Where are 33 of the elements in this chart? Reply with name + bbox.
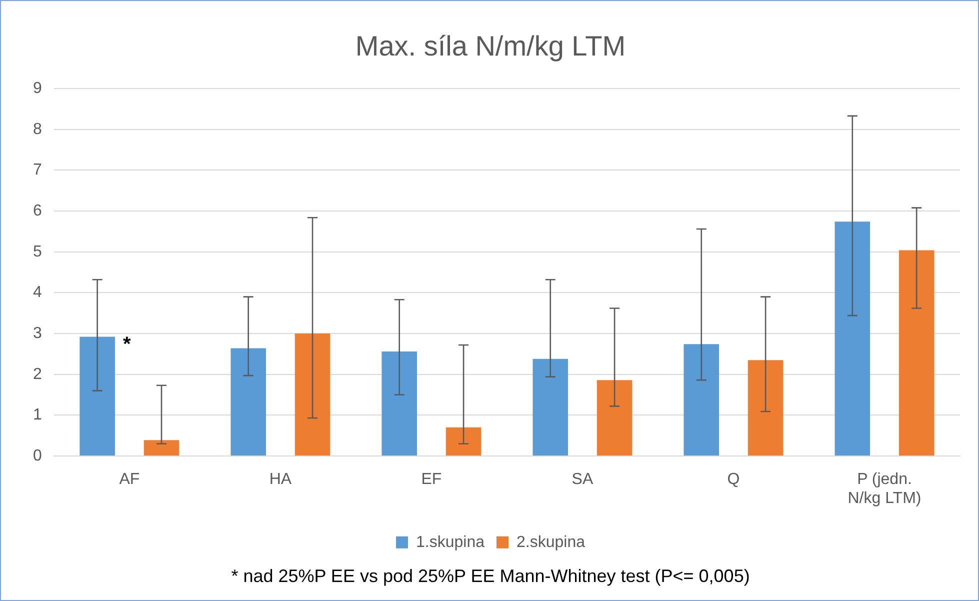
y-tick-label: 8 <box>32 120 42 138</box>
bar <box>144 440 180 456</box>
x-tick-label: HA <box>269 471 292 488</box>
bar <box>898 250 934 456</box>
legend-label: 2.skupina <box>516 534 586 551</box>
y-tick-label: 0 <box>32 447 42 464</box>
chart-title: Max. síla N/m/kg LTM <box>355 30 626 62</box>
y-tick-label: 5 <box>32 243 42 260</box>
y-tick-label: 2 <box>32 366 42 383</box>
bar <box>294 334 330 456</box>
y-tick-label: 4 <box>32 284 42 302</box>
bar <box>834 222 870 456</box>
bar <box>446 427 482 456</box>
x-tick-label: EF <box>421 471 442 488</box>
y-tick-label: 7 <box>32 162 42 179</box>
bar <box>532 358 568 456</box>
bar <box>230 348 266 456</box>
y-tick-label: 6 <box>32 202 42 220</box>
bar <box>382 351 417 456</box>
y-tick-label: 9 <box>32 80 42 98</box>
bar <box>684 344 720 456</box>
annotation: * <box>122 333 131 356</box>
bar <box>596 380 632 456</box>
legend-label: 1.skupina <box>416 534 485 551</box>
text: * nad 25%P EE vs pod 25%P EE Mann-Whitney test (P<= 0,005) <box>231 566 750 586</box>
bar <box>748 360 784 456</box>
bar <box>80 336 115 456</box>
x-tick-label: Q <box>727 471 740 488</box>
y-tick-label: 1 <box>32 406 42 424</box>
x-tick-label: SA <box>572 471 594 488</box>
y-tick-label: 3 <box>32 324 42 342</box>
x-tick-label: P (jedn. N/kg LTM) <box>848 471 922 508</box>
x-tick-label: AF <box>119 471 140 488</box>
